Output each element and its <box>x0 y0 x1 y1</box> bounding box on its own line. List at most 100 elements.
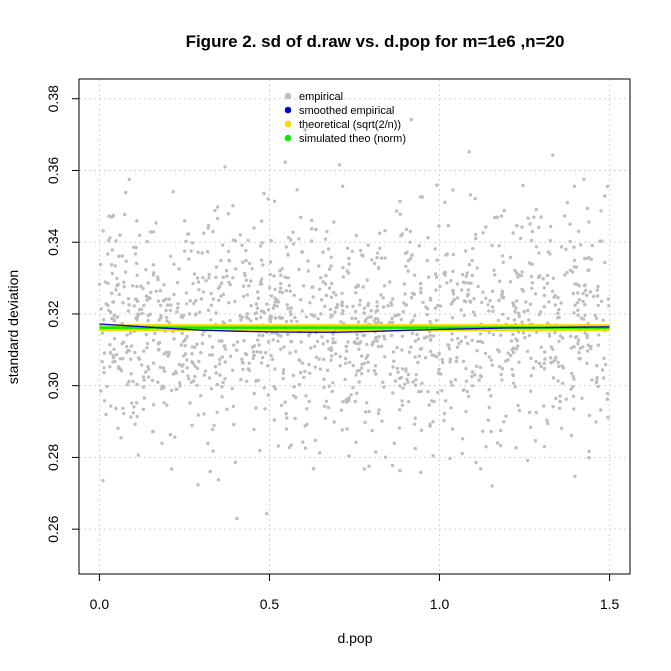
scatter-point <box>571 291 575 296</box>
scatter-point <box>158 340 162 345</box>
scatter-point <box>300 361 305 365</box>
scatter-point <box>284 289 289 293</box>
scatter-point <box>409 117 413 122</box>
scatter-point <box>221 275 225 279</box>
scatter-point <box>259 315 263 319</box>
scatter-point <box>304 394 308 398</box>
scatter-point <box>199 297 204 301</box>
series-lines <box>99 323 610 333</box>
scatter-point <box>589 257 594 261</box>
scatter-point <box>208 469 212 474</box>
scatter-point <box>557 315 561 319</box>
scatter-point <box>272 199 277 203</box>
scatter-point <box>397 426 402 430</box>
scatter-point <box>102 366 106 370</box>
scatter-point <box>367 409 371 414</box>
scatter-point <box>404 227 409 232</box>
scatter-point <box>467 394 471 399</box>
scatter-point <box>162 369 167 373</box>
scatter-point <box>472 297 476 301</box>
scatter-point <box>607 304 611 308</box>
scatter-point <box>551 276 556 280</box>
scatter-point <box>457 341 461 346</box>
scatter-point <box>548 224 553 229</box>
scatter-point <box>122 212 127 217</box>
scatter-point <box>590 378 594 382</box>
scatter-point <box>129 415 133 419</box>
scatter-point <box>315 339 320 344</box>
scatter-point <box>508 280 513 284</box>
scatter-point <box>569 387 573 391</box>
scatter-point <box>362 361 367 365</box>
scatter-point <box>573 282 577 286</box>
scatter-point <box>192 272 197 276</box>
scatter-point <box>156 278 160 282</box>
scatter-point <box>326 368 330 372</box>
scatter-point <box>464 366 468 371</box>
scatter-point <box>596 343 600 347</box>
scatter-point <box>573 335 578 340</box>
scatter-point <box>511 332 515 336</box>
scatter-point <box>556 360 560 365</box>
scatter-point <box>561 366 566 370</box>
scatter-point <box>511 346 516 350</box>
scatter-point <box>269 294 274 298</box>
scatter-point <box>528 425 533 429</box>
scatter-point <box>288 289 292 293</box>
scatter-point <box>514 271 519 275</box>
scatter-point <box>411 318 415 323</box>
scatter-point <box>287 283 291 288</box>
scatter-point <box>410 253 414 257</box>
scatter-point <box>134 245 138 250</box>
scatter-point <box>376 344 381 349</box>
scatter-point <box>195 276 200 280</box>
scatter-point <box>474 460 478 465</box>
scatter-point <box>223 347 228 351</box>
scatter-point <box>592 294 596 299</box>
scatter-point <box>532 215 536 219</box>
scatter-point <box>148 296 152 301</box>
scatter-point <box>389 301 393 305</box>
scatter-point <box>400 399 404 403</box>
scatter-point <box>354 341 358 345</box>
scatter-point <box>194 298 198 303</box>
scatter-point <box>603 362 608 367</box>
scatter-point <box>448 360 452 364</box>
scatter-point <box>484 225 488 229</box>
scatter-point <box>460 437 465 441</box>
scatter-point <box>133 252 138 256</box>
scatter-point <box>440 389 444 393</box>
scatter-point <box>220 385 224 389</box>
scatter-point <box>578 357 582 361</box>
scatter-point <box>329 264 333 268</box>
scatter-point <box>159 316 163 320</box>
scatter-point <box>106 252 110 256</box>
scatter-point <box>576 308 580 312</box>
scatter-point <box>470 338 474 342</box>
scatter-point <box>585 256 590 261</box>
scatter-point <box>542 367 547 371</box>
scatter-point <box>252 344 257 348</box>
scatter-point <box>310 285 314 290</box>
scatter-point <box>284 245 288 249</box>
scatter-point <box>169 467 174 471</box>
scatter-point <box>450 338 454 342</box>
scatter-point <box>520 320 524 324</box>
scatter-point <box>206 223 211 228</box>
scatter-point <box>303 128 307 132</box>
scatter-point <box>210 353 215 357</box>
scatter-point <box>175 387 179 391</box>
scatter-point <box>400 367 405 371</box>
scatter-point <box>419 346 423 351</box>
scatter-point <box>381 305 386 309</box>
legend-marker <box>284 106 292 114</box>
scatter-point <box>185 302 189 306</box>
scatter-point <box>435 355 439 359</box>
scatter-point <box>490 243 494 248</box>
scatter-point <box>340 291 344 295</box>
scatter-point <box>501 312 505 316</box>
scatter-point <box>268 272 272 277</box>
scatter-point <box>242 294 246 299</box>
legend-label: smoothed empirical <box>299 105 394 117</box>
scatter-point <box>533 292 538 296</box>
